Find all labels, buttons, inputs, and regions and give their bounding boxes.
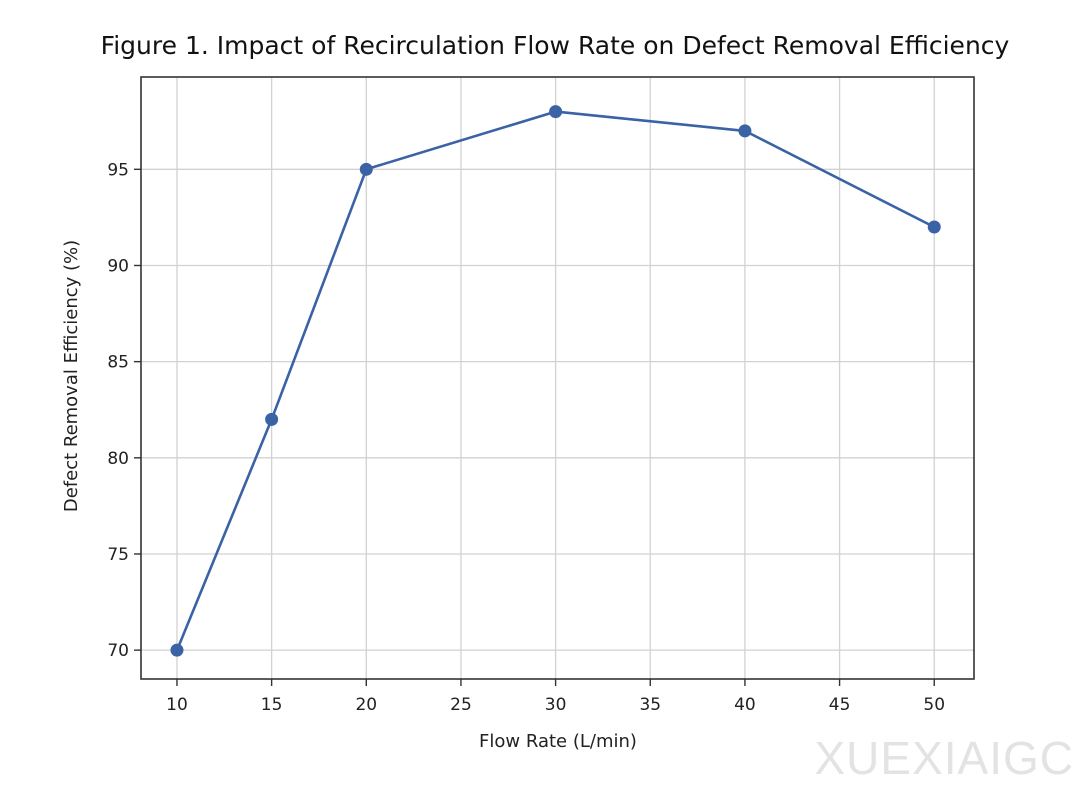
y-tick-label: 85 [107, 353, 129, 373]
y-tick-label: 90 [107, 256, 129, 276]
y-tick-label: 80 [107, 449, 129, 469]
y-tick-label: 75 [107, 545, 129, 565]
data-point [265, 412, 279, 426]
x-tick-label: 40 [734, 695, 756, 715]
x-axis-label: Flow Rate (L/min) [479, 731, 637, 752]
x-tick-label: 30 [545, 695, 567, 715]
watermark: XUEXIAIGC [814, 732, 1074, 784]
plot-frame [140, 76, 975, 680]
x-tick-label: 50 [923, 695, 945, 715]
y-axis-label: Defect Removal Efficiency (%) [61, 240, 82, 512]
y-tick-label: 70 [107, 641, 129, 661]
series-layer [170, 105, 941, 657]
grid [141, 77, 974, 679]
axis-ticks: 10 15 20 25 30 35 40 45 50 70 75 80 85 90 95 [107, 160, 945, 715]
x-tick-label: 15 [261, 695, 283, 715]
data-point [549, 105, 563, 119]
chart-title: Figure 1. Impact of Recirculation Flow R… [101, 31, 1010, 60]
x-tick-label: 35 [639, 695, 661, 715]
series-line [175, 110, 935, 651]
data-point [738, 124, 752, 138]
x-tick-label: 25 [450, 695, 472, 715]
y-tick-label: 95 [107, 160, 129, 180]
x-tick-label: 10 [166, 695, 188, 715]
data-point [359, 162, 373, 176]
x-tick-label: 20 [355, 695, 377, 715]
x-tick-label: 45 [829, 695, 851, 715]
data-point [927, 220, 941, 234]
data-point [170, 643, 184, 657]
